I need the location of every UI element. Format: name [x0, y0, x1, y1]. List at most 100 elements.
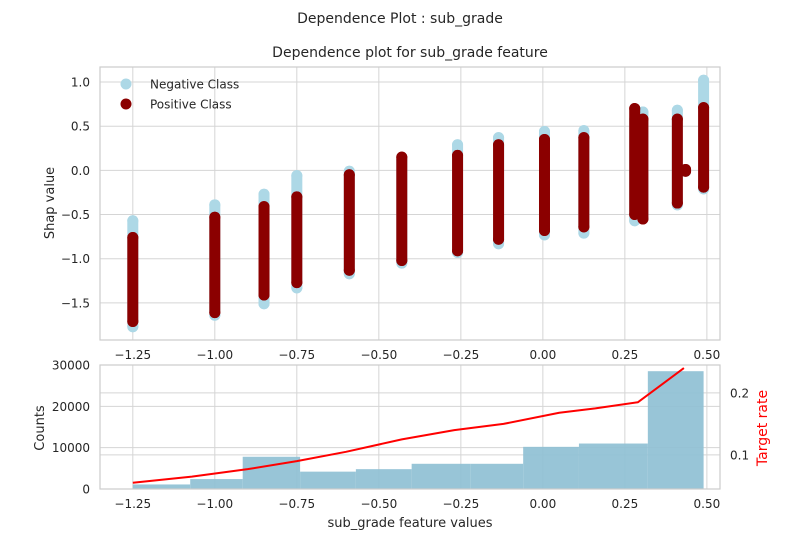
- histogram-bar: [411, 463, 471, 489]
- scatter-point-bottom: [396, 254, 408, 266]
- top-y-tick-label: −0.5: [61, 208, 90, 222]
- positive-class-points: [291, 191, 303, 289]
- top-x-tick-label: −0.25: [442, 348, 479, 362]
- scatter-point-top: [538, 125, 550, 137]
- histogram-bar: [578, 443, 648, 489]
- positive-class-points: [637, 113, 649, 225]
- scatter-point-top: [698, 74, 710, 86]
- bottom-y-tick-label: 0: [82, 483, 90, 497]
- top-chart-marks: [127, 74, 710, 333]
- scatter-point-top: [209, 211, 221, 223]
- bottom-chart-ticks: −1.25 −1.00 −0.75 −0.50 −0.25 0.00 0.25 0.50 0 10…: [52, 359, 749, 512]
- top-y-tick-label: 0.5: [71, 120, 90, 134]
- top-chart-ylabel: Shap value: [43, 167, 58, 239]
- positive-class-points: [209, 211, 221, 319]
- legend-negative-label: Negative Class: [150, 78, 239, 92]
- bottom-chart-frame: [99, 364, 721, 490]
- top-x-tick-label: 0.50: [694, 348, 721, 362]
- bottom-chart-ylabel: Counts: [33, 405, 48, 451]
- top-y-tick-label: −1.5: [61, 296, 90, 310]
- scatter-point-top: [127, 232, 139, 244]
- bottom-chart-xlabel: sub_grade feature values: [327, 516, 492, 531]
- histogram-bar: [300, 471, 356, 489]
- scatter-point-bottom: [291, 277, 303, 289]
- scatter-point-top: [538, 133, 550, 145]
- top-x-tick-label: −1.25: [114, 348, 151, 362]
- top-x-tick-label: 0.00: [529, 348, 556, 362]
- positive-class-points: [680, 163, 692, 177]
- scatter-point-top: [637, 113, 649, 125]
- top-x-tick-label: −1.00: [196, 348, 233, 362]
- scatter-point-top: [343, 169, 355, 181]
- scatter-point-bottom: [127, 315, 139, 327]
- scatter-point-top: [291, 170, 303, 182]
- top-chart-legend: Negative Class Positive Class: [120, 78, 239, 112]
- scatter-point-bottom: [698, 181, 710, 193]
- scatter-point-top: [671, 104, 683, 116]
- top-y-tick-label: 0.0: [71, 164, 90, 178]
- scatter-point-bottom: [209, 307, 221, 319]
- figure-suptitle: Dependence Plot : sub_grade: [297, 11, 503, 27]
- bottom-y2-tick-label: 0.2: [730, 386, 749, 400]
- scatter-point-top: [698, 102, 710, 114]
- positive-class-points: [493, 139, 505, 245]
- bottom-y-tick-label: 20000: [52, 400, 90, 414]
- scatter-point-top: [629, 103, 641, 115]
- scatter-point-top: [578, 132, 590, 144]
- bottom-x-tick-label: 0.25: [612, 497, 639, 511]
- scatter-point-top: [671, 113, 683, 125]
- bottom-x-tick-label: −0.75: [278, 497, 315, 511]
- positive-class-points: [698, 102, 710, 193]
- positive-class-points: [671, 113, 683, 209]
- scatter-point-top: [258, 188, 270, 200]
- positive-class-points: [258, 201, 270, 301]
- legend-positive-label: Positive Class: [150, 98, 232, 112]
- scatter-point-top: [258, 201, 270, 213]
- positive-class-points: [396, 151, 408, 266]
- positive-class-points: [578, 132, 590, 233]
- top-chart-frame: [99, 66, 721, 341]
- positive-class-points: [127, 232, 139, 327]
- scatter-point-top: [127, 215, 139, 227]
- scatter-point-bottom: [452, 245, 464, 257]
- bottom-y-tick-label: 10000: [52, 441, 90, 455]
- scatter-point-top: [493, 139, 505, 151]
- target-rate-line: [132, 367, 685, 484]
- scatter-point-bottom: [578, 221, 590, 233]
- bottom-x-tick-label: −0.50: [360, 497, 397, 511]
- scatter-point-bottom: [671, 197, 683, 209]
- bottom-x-tick-label: −0.25: [442, 497, 479, 511]
- histogram-bar: [190, 479, 243, 489]
- scatter-point-top: [209, 199, 221, 211]
- top-y-tick-label: 1.0: [71, 76, 90, 90]
- scatter-point-top: [291, 191, 303, 203]
- bottom-chart-marks: [132, 367, 704, 489]
- bottom-x-tick-label: 0.00: [529, 497, 556, 511]
- bottom-x-tick-label: −1.00: [196, 497, 233, 511]
- scatter-point-bottom: [343, 264, 355, 276]
- scatter-point-bottom: [258, 289, 270, 301]
- positive-class-points: [343, 169, 355, 276]
- bottom-chart-y2label: Target rate: [755, 390, 771, 467]
- scatter-point-top: [452, 149, 464, 161]
- histogram-bar: [132, 484, 191, 489]
- scatter-point-top: [396, 151, 408, 163]
- top-x-tick-label: −0.50: [360, 348, 397, 362]
- histogram-bar: [470, 463, 524, 489]
- positive-class-points: [538, 133, 550, 236]
- scatter-point-top: [452, 139, 464, 151]
- bottom-x-tick-label: 0.50: [694, 497, 721, 511]
- bottom-x-tick-label: −1.25: [114, 497, 151, 511]
- scatter-point-bottom: [258, 298, 270, 310]
- histogram-bar: [647, 371, 704, 489]
- top-y-tick-label: −1.0: [61, 252, 90, 266]
- top-chart-title: Dependence plot for sub_grade feature: [272, 45, 548, 61]
- scatter-point-bottom: [538, 224, 550, 236]
- top-x-tick-label: 0.25: [612, 348, 639, 362]
- top-x-tick-label: −0.75: [278, 348, 315, 362]
- positive-class-points: [452, 149, 464, 257]
- histogram-bar: [523, 446, 579, 489]
- top-chart-ticks: −1.25 −1.00 −0.75 −0.50 −0.25 0.00 0.25 0.50 1.0…: [61, 76, 720, 362]
- scatter-point-bottom: [493, 233, 505, 245]
